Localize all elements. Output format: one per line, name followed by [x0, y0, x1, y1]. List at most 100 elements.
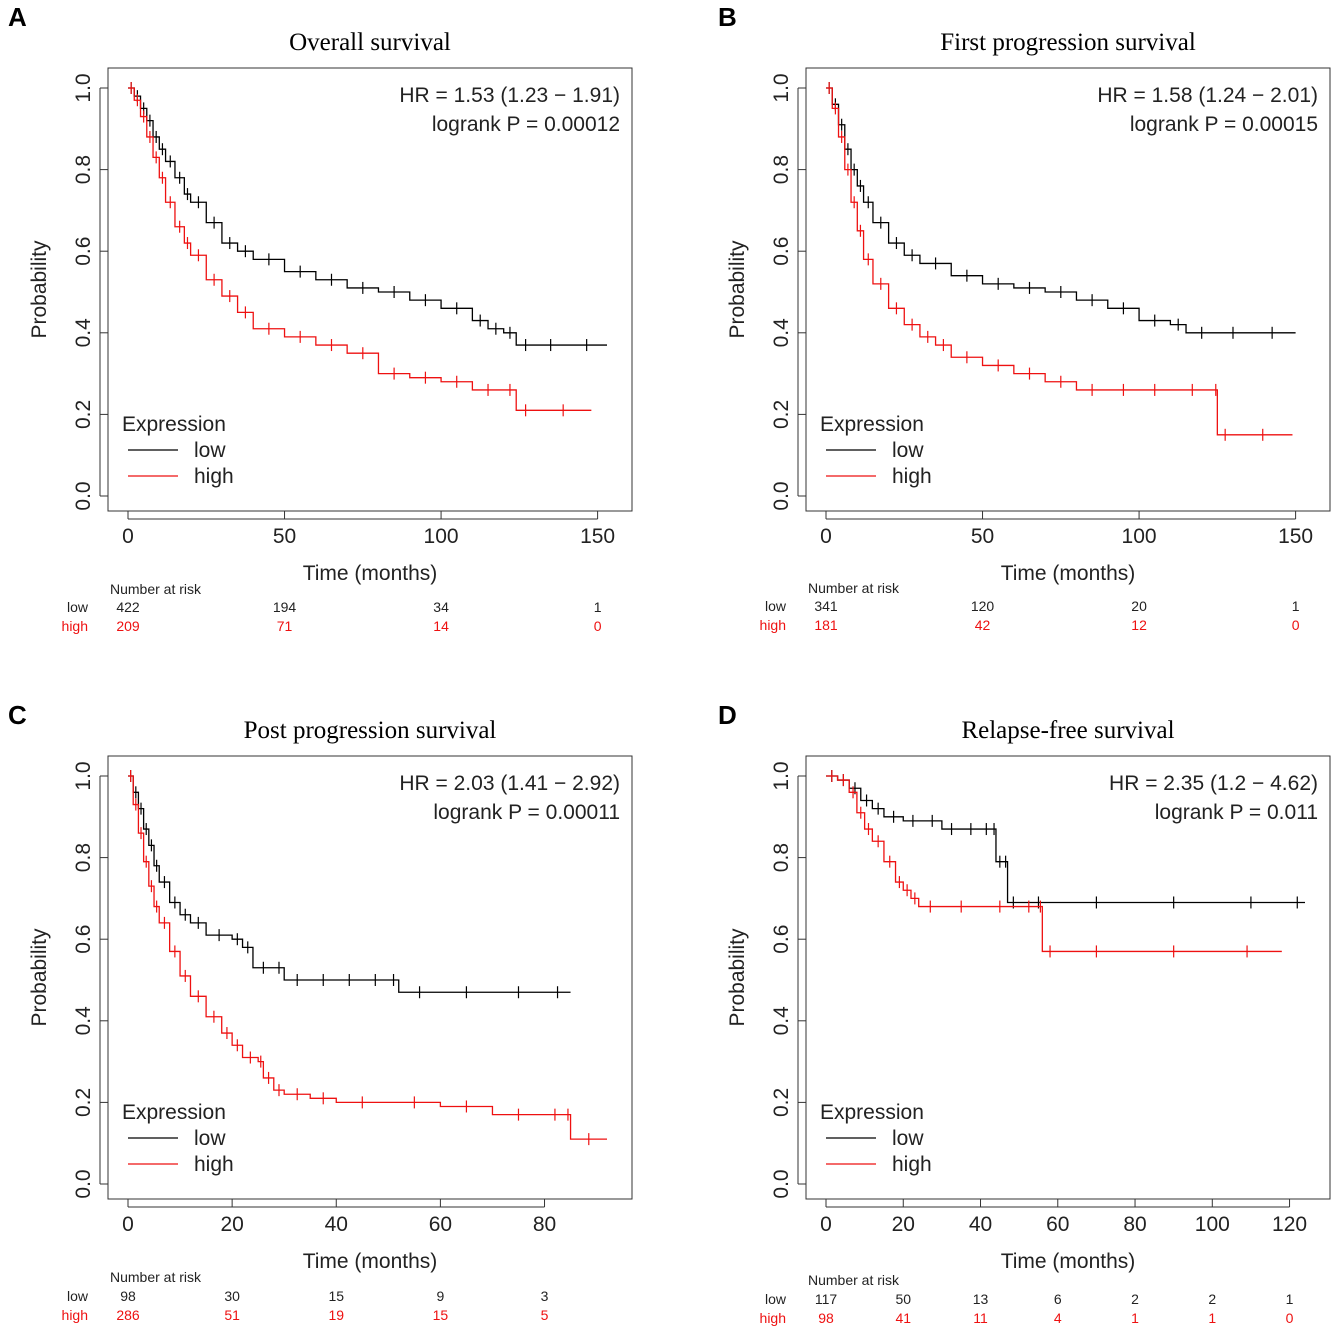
- risk-count-low: 2: [1208, 1291, 1216, 1307]
- risk-count-low: 30: [224, 1288, 240, 1304]
- risk-group-high: high: [62, 1307, 88, 1323]
- survival-curve-high: [128, 87, 592, 411]
- risk-count-high: 41: [895, 1310, 911, 1326]
- x-tick-label: 80: [1123, 1213, 1146, 1236]
- risk-count-low: 3: [541, 1288, 549, 1304]
- risk-count-low: 422: [116, 599, 140, 615]
- y-tick-label: 0.8: [72, 155, 95, 184]
- risk-count-low: 194: [273, 599, 297, 615]
- y-tick-label: 0.0: [770, 481, 793, 510]
- legend-label-low: low: [194, 1127, 226, 1150]
- x-axis-label: Time (months): [303, 1250, 438, 1273]
- y-tick-label: 0.8: [770, 155, 793, 184]
- x-tick-label: 60: [1046, 1213, 1069, 1236]
- risk-count-high: 42: [975, 617, 991, 633]
- y-tick-label: 1.0: [72, 761, 95, 790]
- logrank-p-text: logrank P = 0.011: [1155, 801, 1318, 824]
- survival-curve-low: [826, 775, 1305, 904]
- risk-count-low: 1: [1292, 598, 1300, 614]
- chart-title: First progression survival: [940, 29, 1196, 56]
- risk-count-low: 2: [1131, 1291, 1139, 1307]
- y-tick-label: 0.2: [770, 400, 793, 429]
- risk-group-high: high: [760, 617, 786, 633]
- risk-count-low: 1: [1286, 1291, 1294, 1307]
- x-tick-label: 0: [122, 1213, 134, 1236]
- risk-table-label: Number at risk: [808, 580, 900, 596]
- x-tick-label: 0: [122, 525, 134, 548]
- x-tick-label: 100: [1122, 525, 1157, 548]
- legend-title: Expression: [820, 413, 924, 436]
- x-tick-label: 0: [820, 1213, 832, 1236]
- risk-count-high: 14: [433, 618, 449, 634]
- risk-count-high: 1: [1131, 1310, 1139, 1326]
- risk-count-high: 71: [277, 618, 293, 634]
- x-tick-label: 50: [971, 525, 994, 548]
- legend-label-low: low: [194, 439, 226, 462]
- risk-count-high: 5: [541, 1307, 549, 1323]
- risk-count-high: 12: [1131, 617, 1147, 633]
- risk-count-low: 50: [895, 1291, 911, 1307]
- risk-count-low: 1: [594, 599, 602, 615]
- y-tick-label: 0.0: [770, 1169, 793, 1198]
- chart-title: Relapse-free survival: [961, 717, 1174, 744]
- risk-count-high: 0: [1286, 1310, 1294, 1326]
- chart-title: Overall survival: [289, 29, 451, 56]
- survival-curve-high: [826, 87, 1293, 436]
- risk-count-high: 1: [1208, 1310, 1216, 1326]
- y-tick-label: 0.6: [770, 237, 793, 266]
- risk-count-low: 341: [814, 598, 838, 614]
- plot-frame: [805, 755, 1331, 1200]
- x-tick-label: 40: [969, 1213, 992, 1236]
- y-tick-label: 0.6: [72, 237, 95, 266]
- y-tick-label: 0.8: [72, 843, 95, 872]
- risk-count-high: 11: [973, 1310, 988, 1326]
- risk-count-low: 9: [436, 1288, 444, 1304]
- logrank-p-text: logrank P = 0.00012: [432, 113, 620, 136]
- risk-count-low: 120: [971, 598, 995, 614]
- survival-curve-high: [826, 775, 1282, 953]
- y-tick-label: 0.2: [72, 1088, 95, 1117]
- x-tick-label: 120: [1272, 1213, 1307, 1236]
- panel-a: A Overall survival 0 50 100 150 Time (months) 0…: [8, 2, 633, 634]
- risk-group-low: low: [67, 599, 89, 615]
- risk-count-low: 34: [433, 599, 449, 615]
- y-tick-label: 0.2: [770, 1088, 793, 1117]
- risk-table-label: Number at risk: [808, 1272, 900, 1288]
- x-tick-label: 40: [325, 1213, 348, 1236]
- x-tick-label: 60: [429, 1213, 452, 1236]
- logrank-p-text: logrank P = 0.00015: [1130, 113, 1318, 136]
- panel-letter: C: [8, 700, 27, 730]
- legend-title: Expression: [122, 1101, 226, 1124]
- legend-label-high: high: [194, 465, 234, 488]
- y-tick-label: 1.0: [770, 761, 793, 790]
- plot-frame: [107, 755, 633, 1200]
- risk-count-low: 13: [973, 1291, 989, 1307]
- x-tick-label: 100: [1195, 1213, 1230, 1236]
- risk-count-high: 4: [1054, 1310, 1062, 1326]
- panel-letter: A: [8, 2, 27, 32]
- risk-group-low: low: [765, 1291, 787, 1307]
- legend-label-high: high: [892, 465, 932, 488]
- y-axis-label: Probability: [28, 928, 51, 1027]
- risk-count-high: 19: [328, 1307, 344, 1323]
- risk-count-high: 98: [818, 1310, 834, 1326]
- risk-count-low: 15: [328, 1288, 344, 1304]
- survival-curve-high: [128, 775, 607, 1140]
- risk-count-high: 15: [433, 1307, 449, 1323]
- x-tick-label: 150: [580, 525, 615, 548]
- y-tick-label: 0.0: [72, 481, 95, 510]
- legend-label-high: high: [892, 1153, 932, 1176]
- y-tick-label: 0.0: [72, 1169, 95, 1198]
- x-tick-label: 150: [1278, 525, 1313, 548]
- risk-count-high: 51: [224, 1307, 240, 1323]
- risk-count-low: 20: [1131, 598, 1147, 614]
- legend-label-low: low: [892, 1127, 924, 1150]
- risk-count-high: 209: [116, 618, 140, 634]
- risk-table-label: Number at risk: [110, 1269, 202, 1285]
- plot-frame: [805, 67, 1331, 512]
- risk-count-low: 98: [120, 1288, 136, 1304]
- y-tick-label: 0.4: [770, 1006, 793, 1036]
- x-axis-label: Time (months): [1001, 562, 1136, 585]
- y-axis-label: Probability: [726, 240, 749, 339]
